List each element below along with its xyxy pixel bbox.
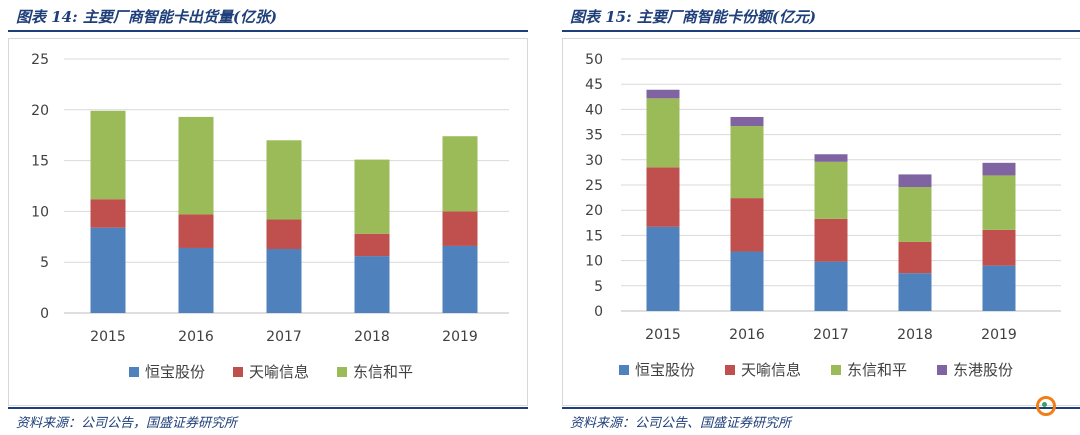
legend-swatch bbox=[129, 367, 139, 377]
legend-label: 东信和平 bbox=[847, 361, 907, 379]
chart-panel-left: 图表 14: 主要厂商智能卡出货量(亿张) 0 5 10 15 20 25 2015 2016… bbox=[8, 0, 528, 435]
x-tick-label: 2019 bbox=[442, 329, 478, 345]
legend-swatch bbox=[619, 365, 629, 375]
y-tick-label: 0 bbox=[594, 304, 603, 320]
bar-segment bbox=[898, 187, 932, 242]
y-tick-label: 15 bbox=[31, 154, 49, 170]
legend-label: 东信和平 bbox=[353, 363, 413, 381]
legend-swatch bbox=[233, 367, 243, 377]
bar-segment bbox=[90, 199, 126, 228]
bar-segment bbox=[982, 229, 1016, 266]
y-tick-label: 20 bbox=[31, 103, 49, 119]
y-tick-label: 45 bbox=[585, 77, 603, 93]
source-divider bbox=[8, 407, 528, 409]
title-divider bbox=[562, 30, 1080, 32]
bar-segment bbox=[982, 162, 1016, 176]
watermark-logo-icon bbox=[1036, 396, 1056, 416]
bar-segment bbox=[266, 219, 302, 249]
x-tick-label: 2016 bbox=[178, 329, 214, 345]
bar-segment bbox=[266, 248, 302, 313]
legend-label: 恒宝股份 bbox=[635, 361, 695, 379]
y-tick-label: 20 bbox=[585, 203, 603, 219]
bar-segment bbox=[730, 116, 764, 127]
y-tick-label: 5 bbox=[40, 255, 49, 271]
x-tick-label: 2018 bbox=[354, 329, 390, 345]
bar-segment bbox=[646, 98, 680, 168]
x-tick-label: 2017 bbox=[266, 329, 302, 345]
y-tick-label: 0 bbox=[40, 306, 49, 322]
bar-segment bbox=[354, 256, 390, 313]
y-tick-label: 10 bbox=[585, 254, 603, 270]
bar-segment bbox=[814, 261, 848, 311]
chart-panel-right: 图表 15: 主要厂商智能卡份额(亿元) 0 5 10 15 20 25 30 35 40 45 5… bbox=[562, 0, 1080, 435]
title-divider bbox=[8, 30, 528, 32]
bar-segment bbox=[730, 126, 764, 199]
bar-segment bbox=[982, 175, 1016, 230]
legend-swatch bbox=[831, 365, 841, 375]
source-divider bbox=[562, 407, 1080, 409]
bar-segment bbox=[898, 241, 932, 274]
chart-area: 0 5 10 15 20 25 30 35 40 45 50 2015 2016 2017 2018 2019… bbox=[562, 38, 1080, 406]
bar-segment bbox=[646, 167, 680, 227]
legend-label: 东港股份 bbox=[953, 361, 1013, 379]
bar-segment bbox=[814, 161, 848, 219]
x-tick-label: 2016 bbox=[729, 327, 765, 343]
source-note: 资料来源：公司公告、国盛证券研究所 bbox=[570, 416, 792, 431]
bar-segment bbox=[730, 251, 764, 311]
bar-segment bbox=[982, 265, 1016, 311]
bar-segment bbox=[178, 247, 214, 313]
x-tick-label: 2019 bbox=[981, 327, 1017, 343]
y-tick-label: 30 bbox=[585, 153, 603, 169]
y-tick-label: 25 bbox=[585, 178, 603, 194]
bar-segment bbox=[442, 136, 478, 212]
revenue-bar-chart: 0 5 10 15 20 25 30 35 40 45 50 2015 2016 2017 2018 2019… bbox=[585, 52, 1061, 379]
x-tick-label: 2017 bbox=[813, 327, 849, 343]
bar-segment bbox=[814, 154, 848, 162]
y-tick-label: 25 bbox=[31, 52, 49, 68]
legend-swatch bbox=[337, 367, 347, 377]
y-tick-label: 5 bbox=[594, 279, 603, 295]
bar-segment bbox=[354, 159, 390, 234]
y-tick-label: 40 bbox=[585, 102, 603, 118]
bar-segment bbox=[898, 174, 932, 188]
y-tick-label: 50 bbox=[585, 52, 603, 68]
bar-segment bbox=[814, 218, 848, 262]
bar-segment bbox=[266, 140, 302, 220]
x-tick-label: 2018 bbox=[897, 327, 933, 343]
legend-swatch bbox=[725, 365, 735, 375]
y-tick-label: 10 bbox=[31, 204, 49, 220]
x-tick-label: 2015 bbox=[645, 327, 681, 343]
legend-label: 恒宝股份 bbox=[145, 363, 205, 381]
y-tick-label: 15 bbox=[585, 228, 603, 244]
bar-segment bbox=[354, 233, 390, 257]
bar-segment bbox=[730, 198, 764, 252]
bar-segment bbox=[646, 89, 680, 99]
legend-label: 天喻信息 bbox=[249, 363, 309, 381]
bar-segment bbox=[178, 214, 214, 248]
source-note: 资料来源：公司公告，国盛证券研究所 bbox=[16, 416, 238, 431]
bar-segment bbox=[442, 245, 478, 313]
bar-segment bbox=[90, 227, 126, 313]
bar-segment bbox=[646, 226, 680, 311]
bar-segment bbox=[178, 116, 214, 215]
x-tick-label: 2015 bbox=[90, 329, 126, 345]
chart-title: 图表 14: 主要厂商智能卡出货量(亿张) bbox=[16, 8, 278, 26]
legend-swatch bbox=[937, 365, 947, 375]
chart-title: 图表 15: 主要厂商智能卡份额(亿元) bbox=[570, 8, 817, 26]
bar-segment bbox=[442, 211, 478, 246]
legend-label: 天喻信息 bbox=[741, 361, 801, 379]
bar-segment bbox=[90, 110, 126, 200]
shipment-bar-chart: 0 5 10 15 20 25 2015 2016 2017 2018 2019 恒宝股份 天喻信息 东信… bbox=[31, 52, 509, 381]
y-tick-label: 35 bbox=[585, 128, 603, 144]
chart-area: 0 5 10 15 20 25 2015 2016 2017 2018 2019 恒宝股份 天喻信息 东信… bbox=[8, 38, 528, 406]
bar-segment bbox=[898, 273, 932, 311]
